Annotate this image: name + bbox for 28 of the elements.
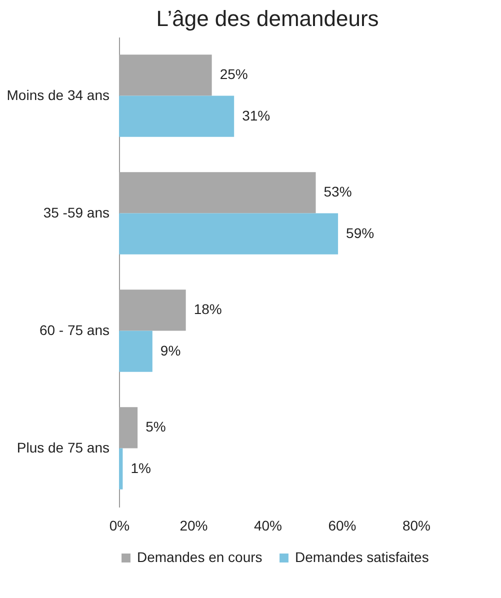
x-tick-label: 20% <box>180 518 208 534</box>
bar <box>119 54 212 96</box>
legend-label: Demandes satisfaites <box>295 549 429 565</box>
data-label: 18% <box>194 301 222 318</box>
bar <box>119 448 123 490</box>
x-tick-label: 0% <box>109 518 130 534</box>
data-label: 53% <box>324 184 352 200</box>
x-tick-label: 80% <box>402 518 431 534</box>
y-tick-label: Moins de 34 ans <box>6 86 110 103</box>
bar <box>119 213 338 254</box>
data-label: 31% <box>242 107 270 124</box>
chart-title: L’âge des demandeurs <box>156 6 379 31</box>
y-tick-label: 35 -59 ans <box>43 204 110 220</box>
bar <box>119 407 138 448</box>
data-label: 5% <box>146 418 166 435</box>
data-label: 1% <box>130 460 151 476</box>
legend-label: Demandes en cours <box>137 549 262 565</box>
data-label: 9% <box>160 342 181 358</box>
bar <box>119 290 186 331</box>
x-tick-label: 60% <box>328 518 356 534</box>
bar <box>119 96 234 137</box>
bar <box>119 172 316 214</box>
bar <box>119 330 152 372</box>
data-label: 59% <box>346 224 374 241</box>
data-label: 25% <box>220 66 248 82</box>
x-tick-label: 40% <box>254 518 282 534</box>
y-tick-label: 60 - 75 ans <box>39 322 110 338</box>
y-tick-label: Plus de 75 ans <box>16 439 110 456</box>
